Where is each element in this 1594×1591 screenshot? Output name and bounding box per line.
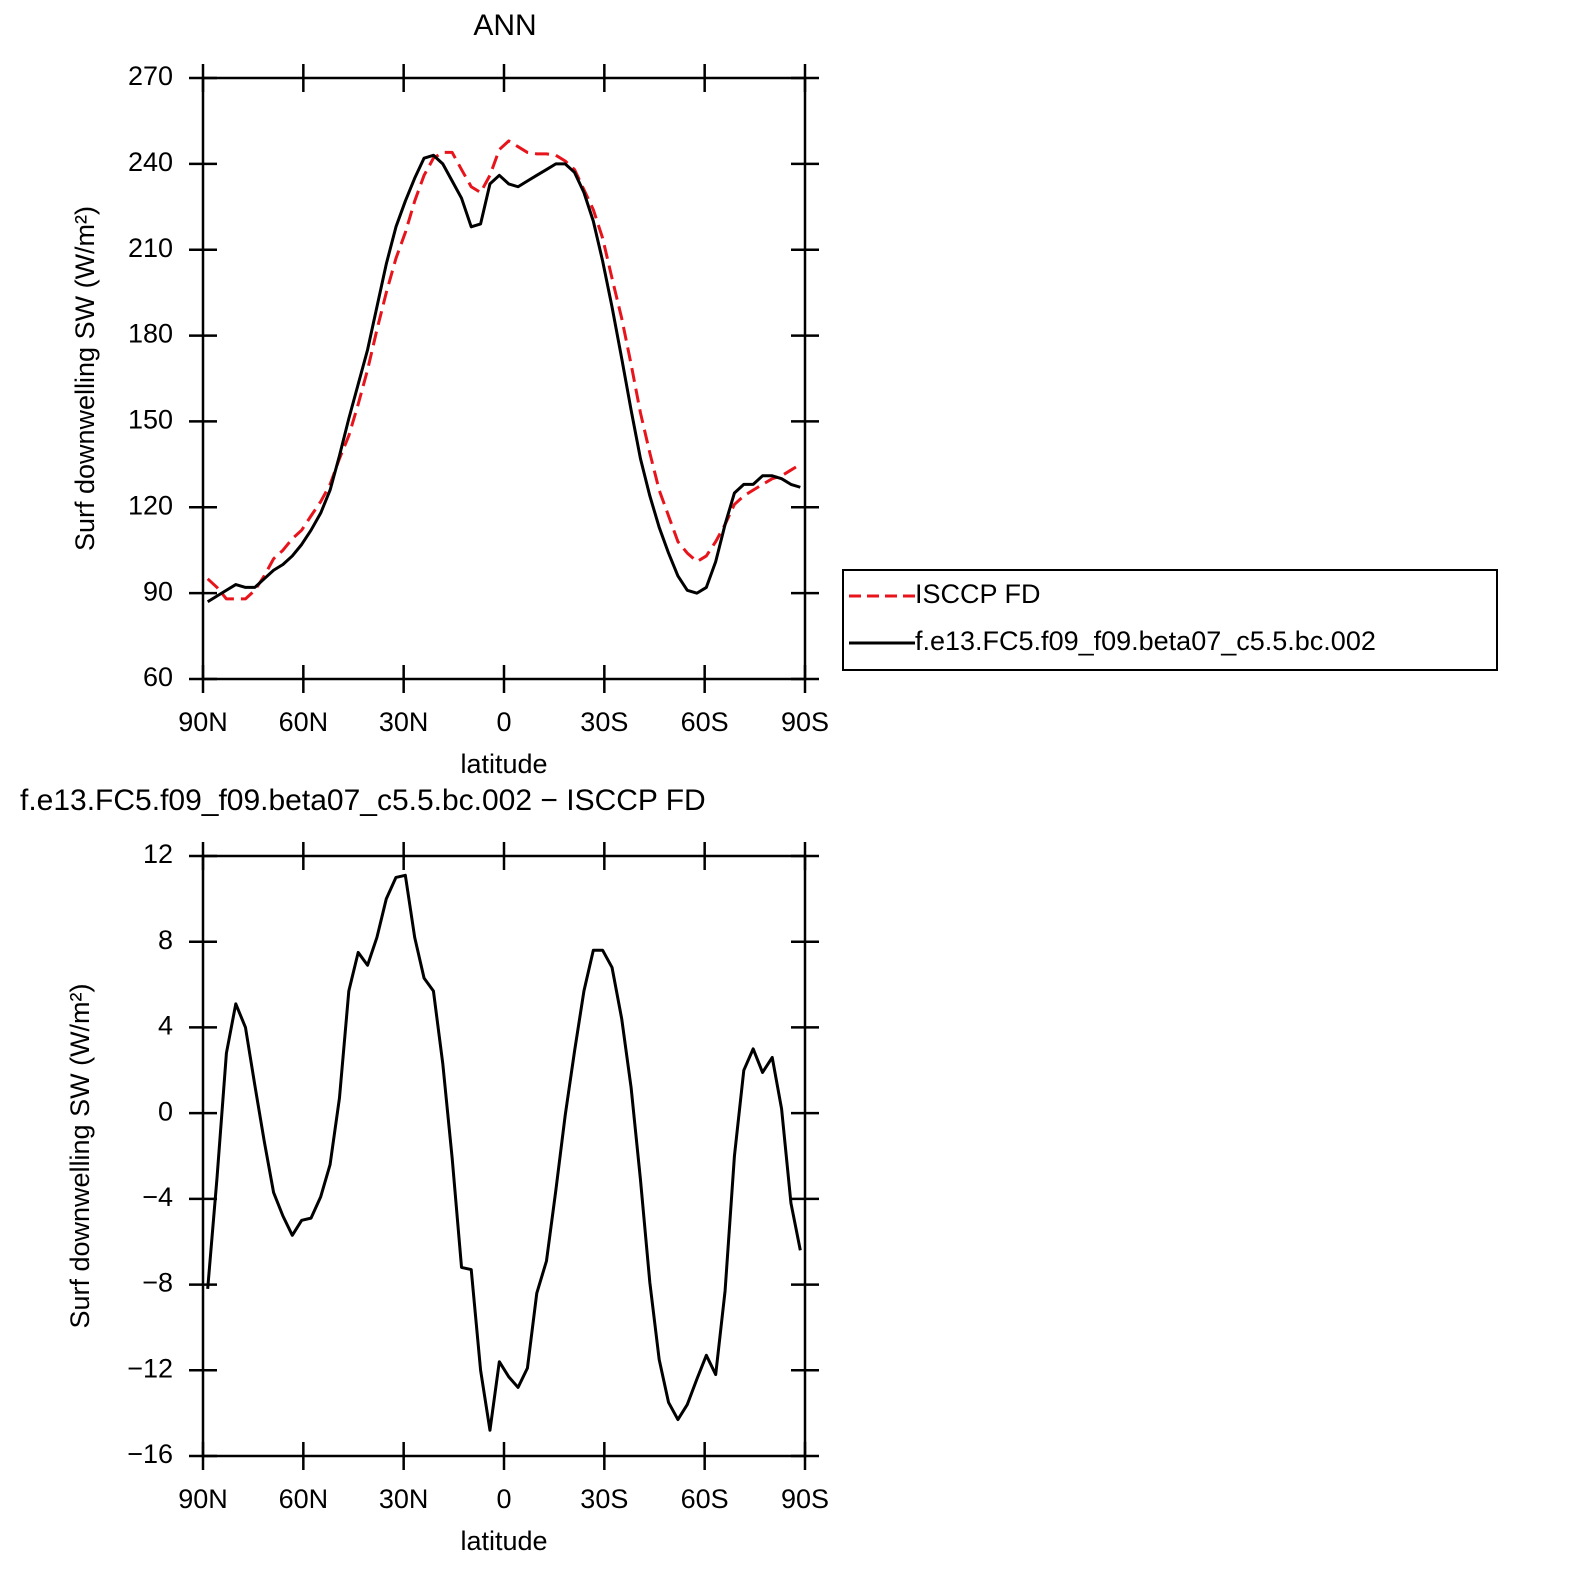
x-tick-label: 30S — [580, 707, 628, 737]
y-tick-label: 270 — [128, 61, 173, 91]
legend-label: f.e13.FC5.f09_f09.beta07_c5.5.bc.002 — [915, 626, 1376, 656]
y-tick-label: 0 — [158, 1096, 173, 1126]
x-tick-label: 90N — [178, 707, 228, 737]
x-tick-label: 60N — [279, 707, 329, 737]
legend-label: ISCCP FD — [915, 579, 1041, 609]
x-tick-label: 90N — [178, 1484, 228, 1514]
x-axis-label: latitude — [460, 749, 547, 779]
y-tick-label: 8 — [158, 925, 173, 955]
y-axis-label: Surf downwelling SW (W/m²) — [65, 983, 95, 1328]
y-tick-label: 210 — [128, 233, 173, 263]
data-line — [206, 139, 802, 601]
y-tick-label: 4 — [158, 1011, 173, 1041]
x-tick-label: 60S — [681, 1484, 729, 1514]
y-tick-label: −12 — [127, 1353, 173, 1383]
x-tick-label: 90S — [781, 1484, 829, 1514]
x-tick-label: 30N — [379, 707, 429, 737]
y-tick-label: −8 — [142, 1268, 173, 1298]
legend-box — [842, 569, 1498, 671]
y-tick-label: −16 — [127, 1439, 173, 1469]
y-tick-label: 150 — [128, 405, 173, 435]
plot-frame — [201, 76, 807, 681]
y-tick-label: 240 — [128, 147, 173, 177]
y-tick-label: 180 — [128, 319, 173, 349]
y-axis-label: Surf downwelling SW (W/m²) — [70, 206, 100, 551]
x-axis-label: latitude — [460, 1526, 547, 1556]
x-tick-label: 0 — [496, 1484, 511, 1514]
y-tick-label: 120 — [128, 490, 173, 520]
x-tick-label: 90S — [781, 707, 829, 737]
x-tick-label: 30S — [580, 1484, 628, 1514]
y-tick-label: 90 — [143, 576, 173, 606]
y-tick-label: −4 — [142, 1182, 173, 1212]
x-tick-label: 60N — [279, 1484, 329, 1514]
data-line — [206, 153, 801, 604]
chart-title: f.e13.FC5.f09_f09.beta07_c5.5.bc.002 − I… — [20, 784, 706, 817]
x-tick-label: 60S — [681, 707, 729, 737]
data-line — [206, 873, 802, 1432]
y-tick-label: 60 — [143, 662, 173, 692]
y-tick-label: 12 — [143, 839, 173, 869]
chart-title: ANN — [473, 9, 536, 42]
x-tick-label: 30N — [379, 1484, 429, 1514]
x-tick-label: 0 — [496, 707, 511, 737]
plot-frame — [201, 854, 807, 1458]
